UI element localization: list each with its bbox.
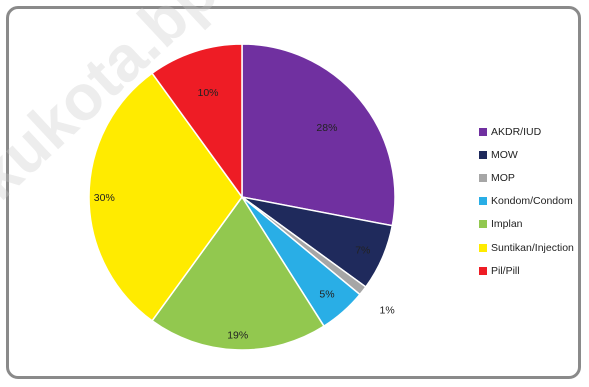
data-label-pil-pill: 10%	[197, 87, 218, 99]
legend-label: Kondom/Condom	[491, 195, 573, 208]
data-label-suntikan-injection: 30%	[94, 192, 115, 204]
legend-label: Suntikan/Injection	[491, 241, 574, 254]
pie-slice-pil-pill	[151, 43, 243, 200]
data-label-kondom-condom: 5%	[319, 288, 334, 300]
data-label-implan: 19%	[227, 330, 248, 342]
legend-item-mop: MOP	[479, 166, 589, 189]
legend-item-implan: Implan	[479, 213, 589, 236]
data-label-akdr-iud: 28%	[316, 122, 337, 134]
legend-swatch	[479, 127, 487, 136]
legend-swatch	[479, 197, 487, 206]
legend-swatch	[479, 220, 487, 229]
legend-swatch	[479, 173, 487, 182]
legend-item-kondom-condom: Kondom/Condom	[479, 190, 589, 213]
pie-slice-implan	[151, 195, 326, 351]
legend-item-akdr-iud: AKDR/IUD	[479, 120, 589, 143]
pie-slice-suntikan-injection	[88, 72, 243, 322]
chart-legend: AKDR/IUD MOW MOP Kondom/Condom Implan Suntika…	[479, 120, 589, 282]
legend-item-mow: MOW	[479, 143, 589, 166]
legend-item-pil-pill: Pil/Pill	[479, 259, 589, 282]
legend-label: Implan	[491, 218, 523, 231]
legend-swatch	[479, 150, 487, 159]
legend-swatch	[479, 243, 487, 252]
legend-label: AKDR/IUD	[491, 125, 542, 138]
legend-item-suntikan-injection: Suntikan/Injection	[479, 236, 589, 259]
legend-swatch	[479, 266, 487, 275]
data-label-mow: 7%	[355, 244, 370, 256]
legend-label: MOW	[491, 148, 518, 161]
legend-label: MOP	[491, 171, 515, 184]
legend-label: Pil/Pill	[491, 264, 520, 277]
pie-slice-akdr-iud	[241, 43, 396, 227]
data-label-mop: 1%	[380, 305, 395, 317]
